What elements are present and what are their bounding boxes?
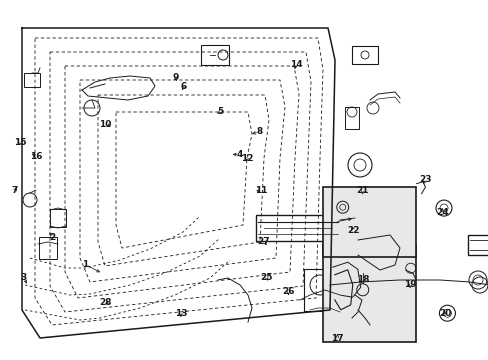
Text: 20: 20 bbox=[438, 309, 450, 318]
Text: 12: 12 bbox=[240, 154, 253, 163]
Bar bbox=[39, 237, 57, 259]
Text: 7: 7 bbox=[11, 186, 18, 195]
Text: 1: 1 bbox=[82, 260, 88, 269]
Text: 2: 2 bbox=[50, 233, 56, 242]
Text: 10: 10 bbox=[99, 120, 111, 129]
Bar bbox=[351, 46, 377, 64]
Text: 19: 19 bbox=[404, 280, 416, 289]
Text: 27: 27 bbox=[257, 237, 270, 246]
Text: 22: 22 bbox=[346, 226, 359, 235]
Bar bbox=[201, 45, 228, 65]
Text: 13: 13 bbox=[174, 309, 187, 318]
Bar bbox=[24, 73, 40, 87]
Text: 15: 15 bbox=[14, 138, 27, 147]
Text: 25: 25 bbox=[260, 273, 272, 282]
Bar bbox=[345, 107, 358, 129]
Text: 6: 6 bbox=[180, 82, 186, 91]
Text: 9: 9 bbox=[172, 73, 179, 82]
Bar bbox=[322, 187, 415, 257]
Text: 8: 8 bbox=[256, 127, 262, 136]
Text: 14: 14 bbox=[289, 60, 302, 69]
Bar bbox=[256, 215, 333, 241]
Text: 28: 28 bbox=[99, 298, 111, 307]
Text: 11: 11 bbox=[255, 186, 267, 195]
Text: 26: 26 bbox=[282, 287, 294, 296]
Text: 16: 16 bbox=[30, 152, 43, 161]
Text: 3: 3 bbox=[20, 273, 26, 282]
Text: 5: 5 bbox=[217, 107, 223, 116]
Bar bbox=[304, 269, 346, 311]
Bar bbox=[50, 209, 66, 227]
Text: 21: 21 bbox=[356, 186, 368, 195]
Text: 4: 4 bbox=[236, 150, 243, 159]
Text: 18: 18 bbox=[356, 274, 368, 284]
Bar bbox=[322, 245, 415, 342]
Text: 17: 17 bbox=[330, 334, 343, 343]
Text: 23: 23 bbox=[418, 175, 431, 184]
Text: 24: 24 bbox=[435, 208, 448, 217]
Bar bbox=[467, 235, 488, 255]
